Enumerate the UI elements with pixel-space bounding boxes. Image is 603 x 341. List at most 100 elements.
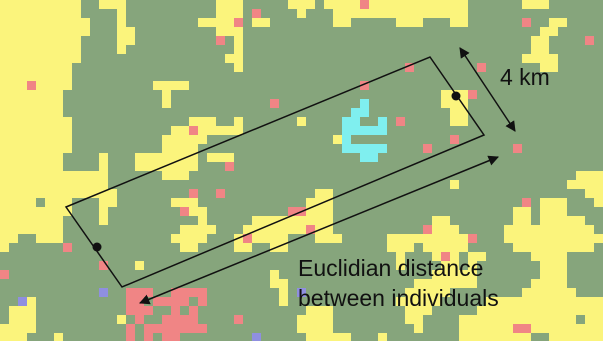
grid-cell <box>477 216 486 225</box>
grid-cell <box>36 45 45 54</box>
grid-cell <box>333 99 342 108</box>
grid-cell <box>108 252 117 261</box>
grid-cell <box>549 189 558 198</box>
grid-cell <box>576 135 585 144</box>
grid-cell <box>36 153 45 162</box>
grid-cell <box>36 288 45 297</box>
grid-cell <box>297 216 306 225</box>
grid-cell <box>423 207 432 216</box>
grid-cell <box>423 126 432 135</box>
grid-cell <box>450 45 459 54</box>
grid-cell <box>90 162 99 171</box>
grid-cell <box>126 306 135 315</box>
grid-cell <box>144 279 153 288</box>
grid-cell <box>117 252 126 261</box>
grid-cell <box>342 315 351 324</box>
grid-cell <box>405 99 414 108</box>
grid-cell <box>378 324 387 333</box>
grid-cell <box>414 45 423 54</box>
grid-cell <box>279 180 288 189</box>
grid-cell <box>45 288 54 297</box>
grid-cell <box>351 198 360 207</box>
grid-cell <box>63 18 72 27</box>
grid-cell <box>108 162 117 171</box>
grid-cell <box>54 54 63 63</box>
grid-cell <box>297 315 306 324</box>
grid-cell <box>126 162 135 171</box>
grid-cell <box>540 288 549 297</box>
grid-cell <box>27 207 36 216</box>
grid-cell <box>63 81 72 90</box>
grid-cell <box>81 288 90 297</box>
grid-cell <box>594 216 603 225</box>
grid-cell <box>576 270 585 279</box>
grid-cell <box>243 81 252 90</box>
grid-cell <box>378 243 387 252</box>
grid-cell <box>315 207 324 216</box>
grid-cell <box>333 234 342 243</box>
grid-cell <box>576 225 585 234</box>
grid-cell <box>153 243 162 252</box>
grid-cell <box>72 171 81 180</box>
grid-cell <box>81 63 90 72</box>
grid-cell <box>531 117 540 126</box>
grid-cell <box>504 297 513 306</box>
grid-cell <box>18 18 27 27</box>
grid-cell <box>117 36 126 45</box>
grid-cell <box>504 189 513 198</box>
grid-cell <box>522 9 531 18</box>
grid-cell <box>333 108 342 117</box>
grid-cell <box>27 135 36 144</box>
grid-cell <box>333 72 342 81</box>
grid-cell <box>108 279 117 288</box>
grid-cell <box>495 225 504 234</box>
grid-cell <box>432 216 441 225</box>
grid-cell <box>36 0 45 9</box>
grid-cell <box>63 297 72 306</box>
grid-cell <box>216 108 225 117</box>
grid-cell <box>126 81 135 90</box>
grid-cell <box>216 18 225 27</box>
grid-cell <box>279 315 288 324</box>
grid-cell <box>387 135 396 144</box>
grid-cell <box>0 27 9 36</box>
grid-cell <box>450 54 459 63</box>
grid-cell <box>9 45 18 54</box>
grid-cell <box>360 126 369 135</box>
grid-cell <box>63 36 72 45</box>
grid-cell <box>153 117 162 126</box>
grid-cell <box>450 135 459 144</box>
grid-cell <box>108 135 117 144</box>
grid-cell <box>540 207 549 216</box>
grid-cell <box>558 54 567 63</box>
grid-cell <box>504 252 513 261</box>
grid-cell <box>180 270 189 279</box>
grid-cell <box>144 144 153 153</box>
grid-cell <box>162 198 171 207</box>
grid-cell <box>144 288 153 297</box>
grid-cell <box>468 45 477 54</box>
grid-cell <box>234 54 243 63</box>
grid-cell <box>63 225 72 234</box>
grid-cell <box>459 90 468 99</box>
grid-cell <box>90 333 99 341</box>
grid-cell <box>198 288 207 297</box>
grid-cell <box>279 207 288 216</box>
grid-cell <box>180 63 189 72</box>
grid-cell <box>90 279 99 288</box>
grid-cell <box>270 297 279 306</box>
grid-cell <box>153 216 162 225</box>
grid-cell <box>180 288 189 297</box>
grid-cell <box>99 333 108 341</box>
grid-cell <box>495 54 504 63</box>
grid-cell <box>540 243 549 252</box>
grid-cell <box>90 117 99 126</box>
grid-cell <box>207 297 216 306</box>
grid-cell <box>558 126 567 135</box>
grid-cell <box>225 180 234 189</box>
grid-cell <box>0 108 9 117</box>
grid-cell <box>162 9 171 18</box>
distance-label: between individuals <box>298 285 499 311</box>
grid-cell <box>468 144 477 153</box>
grid-cell <box>243 189 252 198</box>
